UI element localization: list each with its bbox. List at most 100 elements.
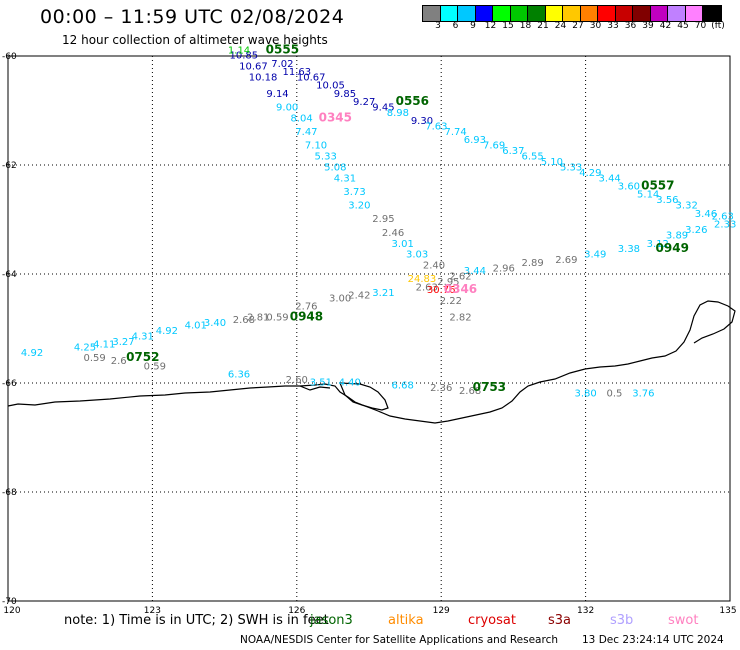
wave-height-value: 3.44 bbox=[599, 173, 621, 184]
wave-height-value: 9.14 bbox=[266, 89, 288, 100]
color-swatch bbox=[598, 6, 616, 21]
wave-height-value: 6.36 bbox=[228, 370, 250, 381]
wave-height-value: 2.40 bbox=[423, 261, 445, 272]
wave-height-value: 6.68 bbox=[392, 380, 414, 391]
wave-height-value: 4.31 bbox=[334, 173, 356, 184]
wave-height-value: 10.85 bbox=[230, 51, 259, 62]
wave-height-value: 3.80 bbox=[574, 389, 596, 400]
latitude-tick-label: -64 bbox=[2, 270, 17, 280]
pass-time-label: 0752 bbox=[126, 350, 159, 364]
wave-height-value: 9.30 bbox=[411, 116, 433, 127]
wave-height-value: 3.56 bbox=[656, 195, 678, 206]
legend-item-s3b: s3b bbox=[610, 613, 634, 628]
antarctic-coastline bbox=[7, 300, 736, 424]
wave-height-value: 2.76 bbox=[295, 301, 317, 312]
legend-item-s3a: s3a bbox=[548, 613, 572, 628]
color-swatch bbox=[580, 6, 598, 21]
longitude-tick-label: 132 bbox=[577, 606, 594, 616]
wave-height-value: 3.60 bbox=[618, 182, 640, 193]
wave-height-value: 10.18 bbox=[249, 73, 278, 84]
wave-height-value: 2.89 bbox=[522, 258, 544, 269]
map-frame bbox=[7, 55, 731, 602]
wave-height-value: 4.92 bbox=[21, 348, 43, 359]
wave-height-value: 3.26 bbox=[685, 225, 707, 236]
color-scale-label: 36 bbox=[624, 21, 637, 31]
wave-height-value: 0.59 bbox=[144, 361, 166, 372]
color-swatch bbox=[545, 6, 563, 21]
wave-height-value: 0.5 bbox=[607, 389, 623, 400]
color-scale-label: 24 bbox=[554, 21, 567, 31]
wave-height-value: 5.14 bbox=[637, 190, 659, 201]
wave-height-value: 3.49 bbox=[584, 250, 606, 261]
wave-height-value: 3.73 bbox=[343, 187, 365, 198]
color-scale-label: 42 bbox=[659, 21, 672, 31]
credit-line: NOAA/NESDIS Center for Satellite Applica… bbox=[240, 634, 558, 646]
wave-height-value: 4.29 bbox=[579, 168, 601, 179]
coastline bbox=[7, 300, 736, 424]
wave-height-value: 2.62 bbox=[449, 271, 471, 282]
latitude-tick-label: -60 bbox=[2, 52, 17, 62]
wave-height-value: 4.40 bbox=[339, 378, 361, 389]
longitude-tick-label: 135 bbox=[719, 606, 736, 616]
wave-height-value: 9.45 bbox=[372, 103, 394, 114]
wave-height-value: 0.59 bbox=[266, 312, 288, 323]
latitude-tick-label: -66 bbox=[2, 379, 17, 389]
wave-height-value: 6.37 bbox=[502, 146, 524, 157]
color-scale-label: 30 bbox=[589, 21, 602, 31]
wave-height-value: 24.83 bbox=[408, 274, 437, 285]
color-swatch bbox=[650, 6, 668, 21]
longitude-tick-label: 120 bbox=[3, 606, 20, 616]
wave-height-value: 4.01 bbox=[185, 321, 207, 332]
wave-height-value: 4.11 bbox=[93, 340, 115, 351]
wave-height-value: 2.95 bbox=[372, 214, 394, 225]
wave-height-value: 3.46 bbox=[695, 209, 717, 220]
color-swatch bbox=[668, 6, 686, 21]
wave-height-value: 9.27 bbox=[353, 97, 375, 108]
color-scale-label: 21 bbox=[537, 21, 549, 31]
ice-shelf-outline bbox=[339, 382, 389, 411]
wave-height-value: 3.32 bbox=[676, 201, 698, 212]
color-swatch bbox=[633, 6, 651, 21]
wave-height-value: 2.63 bbox=[416, 282, 438, 293]
wave-height-value: 4.92 bbox=[156, 326, 178, 337]
wave-height-value: 3.12 bbox=[647, 239, 669, 250]
wave-height-value: 5.33 bbox=[560, 162, 582, 173]
color-scale-label: 39 bbox=[642, 21, 654, 31]
wave-height-value: 3.01 bbox=[392, 239, 414, 250]
wave-height-value: 8.04 bbox=[290, 113, 312, 124]
wave-height-value: 7.10 bbox=[305, 141, 327, 152]
wave-height-value: 2.82 bbox=[449, 312, 471, 323]
axis-tick-labels: 120 123 126 129 132 135 -60 -62 -64 -66 -68 -70 bbox=[2, 52, 737, 616]
wave-height-value: 3.20 bbox=[348, 201, 370, 212]
wave-height-value: 2.33 bbox=[714, 220, 736, 231]
wave-height-value: 10.67 bbox=[239, 62, 268, 73]
wave-height-value: 4.25 bbox=[74, 342, 96, 353]
color-scale-label: 12 bbox=[484, 21, 497, 31]
latitude-tick-label: -62 bbox=[2, 161, 17, 171]
color-scale-label: 33 bbox=[607, 21, 619, 31]
wave-height-value: 9.00 bbox=[276, 103, 298, 114]
wave-height-value: 3.89 bbox=[666, 231, 688, 242]
latitude-tick-label: -68 bbox=[2, 488, 17, 498]
wave-height-value: 3.76 bbox=[632, 389, 654, 400]
wave-height-value: 2.68 bbox=[233, 315, 255, 326]
longitude-tick-label: 126 bbox=[288, 606, 305, 616]
color-scale-label: 15 bbox=[502, 21, 514, 31]
pass-time-label: 0753 bbox=[473, 380, 506, 394]
wave-height-value: 8.98 bbox=[387, 108, 409, 119]
legend-item-altika: altika bbox=[388, 613, 424, 628]
wave-height-value: 2.36 bbox=[430, 383, 452, 394]
legend-item-cryosat: cryosat bbox=[468, 613, 516, 628]
wave-height-value: 3.21 bbox=[372, 288, 394, 299]
color-swatch bbox=[493, 6, 511, 21]
wave-height-value: 7.02 bbox=[271, 59, 293, 70]
color-swatch bbox=[615, 6, 633, 21]
wave-height-value: 3.51 bbox=[310, 378, 332, 389]
page-title: 00:00 – 11:59 UTC 02/08/2024 bbox=[40, 6, 345, 28]
wave-height-value: 10.67 bbox=[297, 73, 326, 84]
wave-height-value: 7.74 bbox=[445, 127, 467, 138]
page-subtitle: 12 hour collection of altimeter wave hei… bbox=[62, 33, 328, 47]
color-swatch bbox=[440, 6, 458, 21]
